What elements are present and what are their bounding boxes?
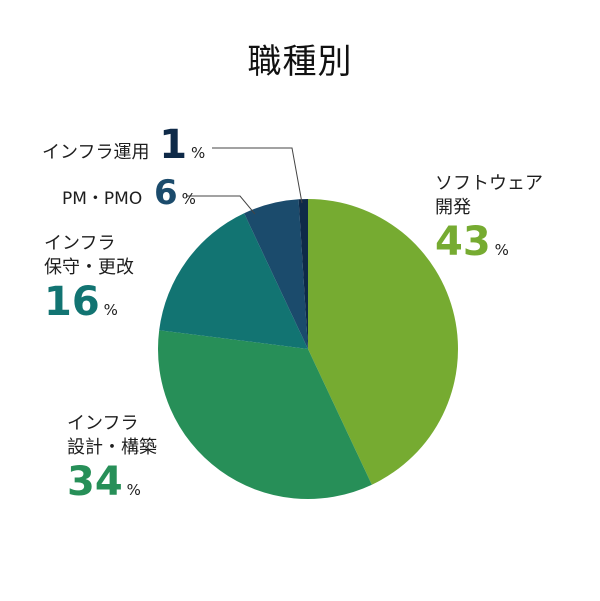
leader-line-pm	[186, 195, 256, 215]
unit-software: %	[494, 241, 509, 259]
label-pm: PM・PMO 6%	[62, 173, 196, 213]
leader-lines	[186, 147, 303, 215]
label-software-line1: ソフトウェア	[435, 173, 543, 194]
label-infra-design: インフラ 設計・構築 34%	[67, 412, 157, 502]
value-infra-maint: 16	[44, 279, 100, 325]
leader-line-infra-ops	[212, 147, 303, 204]
label-infra-design-line1: インフラ	[67, 413, 139, 434]
label-infra-maint-line1: インフラ	[44, 233, 116, 254]
label-infra-ops: インフラ運用 1%	[42, 125, 205, 165]
slice-infra-design	[158, 330, 372, 500]
value-infra-ops: 1	[159, 122, 188, 168]
label-software: ソフトウェア 開発 43%	[435, 172, 543, 262]
unit-infra-maint: %	[103, 301, 118, 319]
value-pm: 6	[153, 173, 178, 213]
pie-slices	[158, 199, 458, 500]
unit-infra-ops: %	[191, 144, 206, 162]
label-infra-maint: インフラ 保守・更改 16%	[44, 232, 134, 322]
label-infra-ops-text: インフラ運用	[42, 142, 150, 163]
label-pm-text: PM・PMO	[62, 189, 143, 209]
value-infra-design: 34	[67, 459, 123, 505]
unit-infra-design: %	[126, 481, 141, 499]
label-infra-maint-line2: 保守・更改	[44, 257, 134, 278]
slice-infra-ops	[298, 199, 308, 349]
slice-infra-maint	[159, 213, 308, 349]
unit-pm: %	[181, 190, 196, 208]
label-software-line2: 開発	[435, 197, 471, 218]
chart-title: 職種別	[247, 42, 353, 82]
slice-pm	[244, 199, 308, 349]
value-software: 43	[435, 219, 491, 265]
slice-software	[308, 199, 458, 485]
label-infra-design-line2: 設計・構築	[67, 437, 157, 458]
